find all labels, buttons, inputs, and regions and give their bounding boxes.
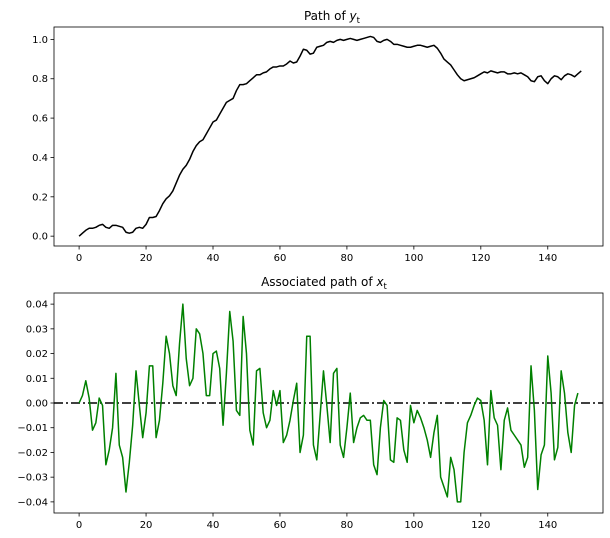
x-tick-label: 40 xyxy=(207,520,220,531)
y-tick-label: 0.0 xyxy=(32,232,48,243)
chart-title-variable: y xyxy=(349,9,358,23)
series-line-0 xyxy=(78,303,579,503)
chart-title-subscript: t xyxy=(357,16,361,26)
x-tick-label: 100 xyxy=(404,253,423,264)
chart-title-path-of-y: Path of yt xyxy=(304,9,361,26)
x-tick-label: 100 xyxy=(404,520,423,531)
y-tick-label: 0.6 xyxy=(32,114,48,125)
chart-title-text: Path of xyxy=(304,9,350,23)
y-tick-label: −0.03 xyxy=(17,473,48,484)
chart-title-associated-path-of-x: Associated path of xt xyxy=(261,275,387,292)
plot-area-path-of-y: 0 20 40 60 80 100 120 140 0.0 0.2 0.4 0.6 0.8 1.0 xyxy=(32,26,604,264)
x-tick-label: 120 xyxy=(471,520,490,531)
y-tick-label: 0.03 xyxy=(26,324,48,335)
y-tick-label: 0.01 xyxy=(26,374,48,385)
x-tick-label: 80 xyxy=(341,253,354,264)
x-tick-label: 80 xyxy=(341,520,354,531)
x-tick-label: 20 xyxy=(140,520,153,531)
panel-path-of-y: Path of yt 0 20 40 60 80 100 120 140 0.0 0.2 0.4 0.… xyxy=(32,9,604,264)
chart-title-variable: x xyxy=(375,275,384,289)
y-tick-label: 0.8 xyxy=(32,74,48,85)
x-tick-label: 40 xyxy=(207,253,220,264)
y-tick-label: −0.01 xyxy=(17,423,48,434)
x-tick-label: 140 xyxy=(538,253,557,264)
y-tick-label: −0.02 xyxy=(17,448,48,459)
y-tick-label: 0.4 xyxy=(32,153,48,164)
y-tick-label: 0.2 xyxy=(32,192,48,203)
x-tick-label: 60 xyxy=(274,520,287,531)
y-tick-label: 1.0 xyxy=(32,35,48,46)
series-line-0 xyxy=(78,35,582,237)
y-tick-label: 0.02 xyxy=(26,349,48,360)
x-tick-label: 20 xyxy=(140,253,153,264)
y-tick-label: 0.04 xyxy=(26,300,48,311)
x-tick-label: 0 xyxy=(76,520,82,531)
x-tick-label: 60 xyxy=(274,253,287,264)
plot-area-associated-path-of-x: 0 20 40 60 80 100 120 140 −0.04 −0.03 −0.02 −0.01 0.… xyxy=(17,292,604,531)
chart-title-text: Associated path of xyxy=(261,275,376,289)
x-tick-label: 140 xyxy=(538,520,557,531)
axes-frame xyxy=(53,26,604,247)
y-tick-label: 0.00 xyxy=(26,399,48,410)
x-tick-label: 120 xyxy=(471,253,490,264)
y-tick-label: −0.04 xyxy=(17,497,48,508)
chart-title-subscript: t xyxy=(384,282,388,292)
x-tick-label: 0 xyxy=(76,253,82,264)
panel-associated-path-of-x: Associated path of xt 0 20 40 60 80 100 120 140… xyxy=(17,275,604,531)
